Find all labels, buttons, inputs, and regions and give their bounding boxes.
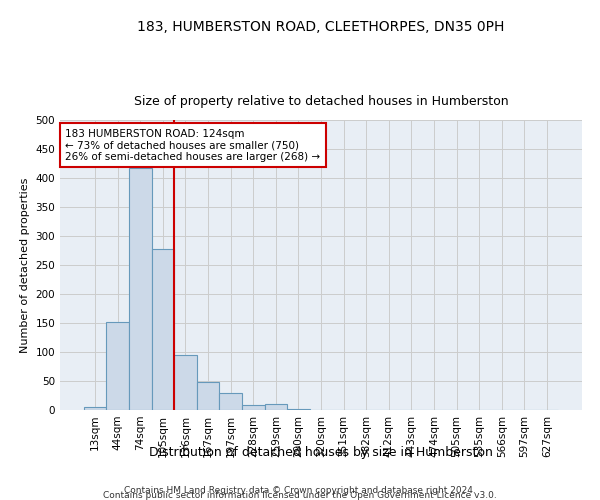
Y-axis label: Number of detached properties: Number of detached properties bbox=[20, 178, 30, 352]
Bar bbox=[287, 409, 310, 410]
Bar bbox=[197, 382, 220, 410]
Bar bbox=[129, 168, 152, 410]
Text: Contains HM Land Registry data © Crown copyright and database right 2024.: Contains HM Land Registry data © Crown c… bbox=[124, 486, 476, 495]
Text: Contains public sector information licensed under the Open Government Licence v3: Contains public sector information licen… bbox=[103, 491, 497, 500]
Text: 183 HUMBERSTON ROAD: 124sqm
← 73% of detached houses are smaller (750)
26% of se: 183 HUMBERSTON ROAD: 124sqm ← 73% of det… bbox=[65, 128, 320, 162]
Bar bbox=[220, 392, 242, 410]
Bar bbox=[265, 404, 287, 410]
Bar bbox=[152, 250, 174, 410]
Bar bbox=[84, 407, 106, 410]
Text: Distribution of detached houses by size in Humberston: Distribution of detached houses by size … bbox=[149, 446, 493, 459]
Bar bbox=[106, 322, 129, 410]
Bar bbox=[174, 355, 197, 410]
Text: 183, HUMBERSTON ROAD, CLEETHORPES, DN35 0PH: 183, HUMBERSTON ROAD, CLEETHORPES, DN35 … bbox=[137, 20, 505, 34]
Text: Size of property relative to detached houses in Humberston: Size of property relative to detached ho… bbox=[134, 94, 508, 108]
Bar bbox=[242, 406, 265, 410]
